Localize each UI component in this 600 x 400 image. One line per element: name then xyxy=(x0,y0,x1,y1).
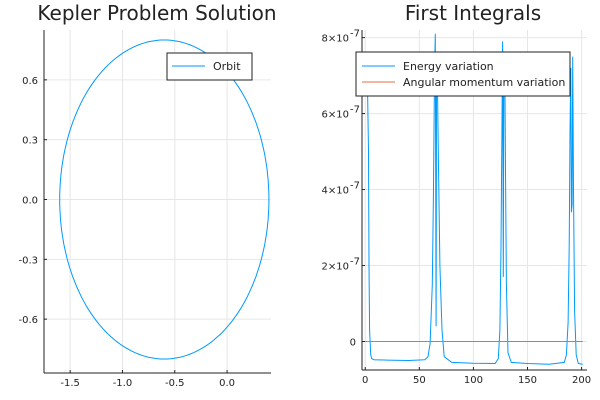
y-tick-exponent: -7 xyxy=(350,257,360,268)
x-tick-label: -1.5 xyxy=(60,378,80,389)
legend: Orbit xyxy=(166,52,253,81)
y-tick-exponent: -7 xyxy=(350,105,360,116)
y-tick-label: 0.6 xyxy=(22,76,38,87)
legend-label-orbit: Orbit xyxy=(213,60,241,73)
y-tick-label: 0 xyxy=(350,338,356,349)
chart-title: Kepler Problem Solution xyxy=(37,1,276,25)
x-tick-label: 0 xyxy=(362,375,368,386)
series-lines xyxy=(364,33,583,365)
y-tick-label: 8×10 xyxy=(322,34,349,45)
y-tick-label: 0.3 xyxy=(22,136,38,147)
y-tick-label: 4×10 xyxy=(322,186,349,197)
x-tick-label: -0.5 xyxy=(165,378,185,389)
tick-labels: -1.5 -1.0 -0.5 0.0 -0.6 -0.3 0.0 0.3 0.6 xyxy=(18,76,235,389)
y-tick-exponent: -7 xyxy=(350,29,360,40)
legend: Energy variation Angular momentum variat… xyxy=(355,51,571,97)
x-tick-label: 150 xyxy=(518,375,537,386)
x-tick-label: 100 xyxy=(464,375,483,386)
y-tick-label: 0.0 xyxy=(22,196,38,207)
y-tick-label: 6×10 xyxy=(322,110,349,121)
legend-label-energy: Energy variation xyxy=(403,60,494,73)
x-tick-label: 50 xyxy=(413,375,426,386)
y-tick-label: 2×10 xyxy=(322,262,349,273)
axes xyxy=(43,30,271,374)
legend-frame xyxy=(355,51,571,97)
x-tick-label: -1.0 xyxy=(113,378,133,389)
series-line-energy-variation xyxy=(364,33,583,365)
x-tick-label: 200 xyxy=(572,375,591,386)
x-tick-label: 0.0 xyxy=(219,378,235,389)
y-tick-label: -0.6 xyxy=(18,315,38,326)
legend-label-angular-momentum: Angular momentum variation xyxy=(403,76,565,89)
chart-title: First Integrals xyxy=(405,1,541,25)
y-tick-exponent: -7 xyxy=(350,181,360,192)
y-tick-label: -0.3 xyxy=(18,255,38,266)
gridlines xyxy=(44,30,271,373)
kepler-orbit-plot: Kepler Problem Solution -1.5 -1.0 -0.5 0.0-… xyxy=(18,1,276,389)
